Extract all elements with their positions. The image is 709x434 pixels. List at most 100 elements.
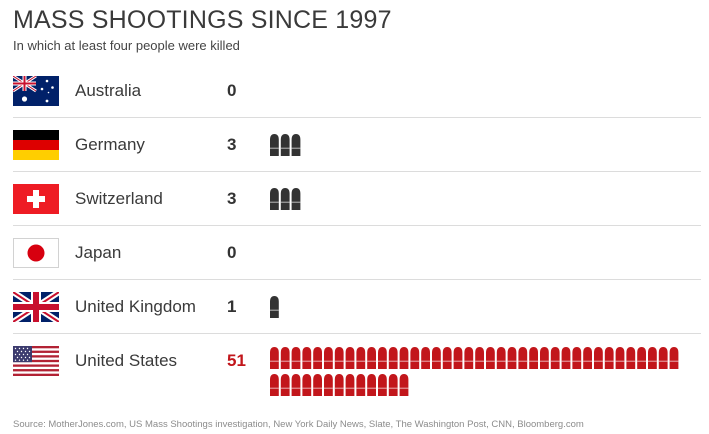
bullet-united-states-25 bbox=[529, 347, 538, 369]
bullet-united-states-29 bbox=[572, 347, 582, 369]
bullet-united-states-47 bbox=[356, 374, 366, 396]
bullet-casing-line bbox=[270, 309, 279, 311]
bullet-united-states-9 bbox=[356, 347, 366, 369]
count-label: 1 bbox=[227, 297, 237, 316]
bullet-united-states-35 bbox=[637, 347, 646, 369]
bullet-casing-line bbox=[507, 360, 517, 362]
bullet-united-states-15 bbox=[421, 347, 430, 369]
bullet-united-states-51 bbox=[399, 374, 409, 396]
bullet-casing-line bbox=[291, 147, 301, 149]
bullet-casing-line bbox=[270, 201, 279, 203]
bullet-casing-line bbox=[378, 360, 387, 362]
bullet-united-states-21 bbox=[486, 347, 495, 369]
bullet-united-states-18 bbox=[453, 347, 463, 369]
row-australia: Australia 0 bbox=[0, 64, 709, 118]
country-label: Germany bbox=[75, 135, 145, 154]
bullet-switzerland-1 bbox=[270, 188, 279, 210]
bullet-united-states-50 bbox=[388, 374, 398, 396]
bullet-casing-line bbox=[637, 360, 646, 362]
bullet-united-states-13 bbox=[399, 347, 409, 369]
bullet-casing-line bbox=[518, 360, 528, 362]
bullet-united-states-16 bbox=[432, 347, 441, 369]
bullet-united-states-8 bbox=[345, 347, 355, 369]
bullet-casing-line bbox=[324, 360, 333, 362]
bullet-casing-line bbox=[291, 387, 301, 389]
row-divider bbox=[13, 279, 701, 280]
bullet-united-states-39 bbox=[270, 374, 279, 396]
bullet-united-states-49 bbox=[378, 374, 387, 396]
bullet-casing-line bbox=[388, 360, 398, 362]
bullet-casing-line bbox=[334, 360, 344, 362]
bullet-united-states-11 bbox=[378, 347, 387, 369]
bullet-casing-line bbox=[302, 360, 312, 362]
bullet-united-states-12 bbox=[388, 347, 398, 369]
bullet-united-states-7 bbox=[334, 347, 344, 369]
bullet-casing-line bbox=[604, 360, 614, 362]
japan-flag-icon bbox=[13, 238, 59, 268]
bullet-united-states-45 bbox=[334, 374, 344, 396]
bullet-casing-line bbox=[572, 360, 582, 362]
bullet-casing-line bbox=[648, 360, 657, 362]
bullet-united-states-4 bbox=[302, 347, 312, 369]
bullet-germany-2 bbox=[280, 134, 290, 156]
bullet-casing-line bbox=[367, 360, 376, 362]
bullet-united-states-44 bbox=[324, 374, 333, 396]
bullet-united-states-36 bbox=[648, 347, 657, 369]
bullet-casing-line bbox=[291, 201, 301, 203]
bullet-united-states-10 bbox=[367, 347, 376, 369]
bullet-casing-line bbox=[432, 360, 441, 362]
bullet-casing-line bbox=[540, 360, 549, 362]
bullet-united-states-2 bbox=[280, 347, 290, 369]
bullet-united-states-48 bbox=[367, 374, 376, 396]
bullet-casing-line bbox=[345, 387, 355, 389]
bullet-united-states-41 bbox=[291, 374, 301, 396]
bullet-casing-line bbox=[280, 201, 290, 203]
bullet-united-states-23 bbox=[507, 347, 517, 369]
bullet-casing-line bbox=[410, 360, 420, 362]
bullet-united-states-6 bbox=[324, 347, 333, 369]
bullet-casing-line bbox=[486, 360, 495, 362]
country-label: Switzerland bbox=[75, 189, 163, 208]
bullet-casing-line bbox=[421, 360, 430, 362]
row-divider bbox=[13, 117, 701, 118]
bullet-casing-line bbox=[615, 360, 625, 362]
bullet-united-states-46 bbox=[345, 374, 355, 396]
bullet-casing-line bbox=[313, 360, 322, 362]
bullet-united-kingdom-1 bbox=[270, 296, 279, 318]
bullet-casing-line bbox=[356, 387, 366, 389]
bullet-casing-line bbox=[324, 387, 333, 389]
bullet-casing-line bbox=[475, 360, 484, 362]
bullet-casing-line bbox=[280, 387, 290, 389]
bullet-casing-line bbox=[356, 360, 366, 362]
row-germany: Germany 3 bbox=[0, 118, 709, 172]
chart-subtitle: In which at least four people were kille… bbox=[13, 38, 240, 53]
bullet-casing-line bbox=[594, 360, 603, 362]
bullet-casing-line bbox=[529, 360, 538, 362]
bullet-casing-line bbox=[442, 360, 452, 362]
uk-flag-icon bbox=[13, 292, 59, 322]
country-label: United States bbox=[75, 351, 178, 370]
switzerland-flag-icon bbox=[13, 184, 59, 214]
bullet-united-states-33 bbox=[615, 347, 625, 369]
bullet-united-states-42 bbox=[302, 374, 312, 396]
count-label: 0 bbox=[227, 81, 237, 100]
bullet-germany-3 bbox=[291, 134, 301, 156]
bullet-casing-line bbox=[399, 387, 409, 389]
bullet-casing-line bbox=[561, 360, 571, 362]
country-label: Japan bbox=[75, 243, 122, 262]
bullet-casing-line bbox=[345, 360, 355, 362]
bullet-casing-line bbox=[270, 360, 279, 362]
bullet-casing-line bbox=[367, 387, 376, 389]
bullet-united-states-1 bbox=[270, 347, 279, 369]
bullet-united-states-3 bbox=[291, 347, 301, 369]
row-japan: Japan 0 bbox=[0, 226, 709, 280]
row-divider bbox=[13, 225, 701, 226]
bullet-switzerland-3 bbox=[291, 188, 301, 210]
bullet-united-states-37 bbox=[658, 347, 668, 369]
bullet-united-states-28 bbox=[561, 347, 571, 369]
country-label: Australia bbox=[75, 81, 142, 100]
count-label: 3 bbox=[227, 135, 237, 154]
count-label: 3 bbox=[227, 189, 237, 208]
bullet-casing-line bbox=[550, 360, 560, 362]
